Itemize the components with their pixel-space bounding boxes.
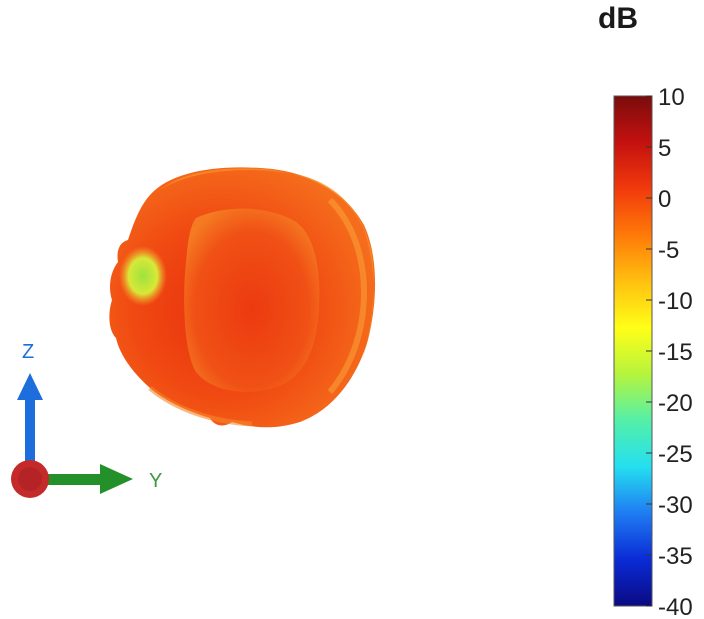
y-axis-arrowhead [100, 464, 133, 494]
colorbar-tick-label: -10 [658, 288, 693, 315]
z-axis-label: Z [22, 341, 34, 363]
pattern-low-gain-region [119, 246, 167, 306]
z-axis-arrowhead [17, 373, 43, 400]
pattern-side-ridge [327, 197, 368, 394]
x-axis-sphere-shade [18, 467, 42, 491]
pattern-front-lobe [184, 208, 320, 392]
z-axis-shaft [25, 398, 35, 464]
colorbar-unit-title: dB [598, 2, 638, 35]
colorbar-tick-label: -15 [658, 339, 693, 366]
colorbar: 10 5 0 -5 -10 -15 -20 -25 -30 -35 -40 [613, 84, 693, 619]
axes-triad: ZY [11, 341, 162, 498]
colorbar-tick-label: -35 [658, 543, 693, 570]
y-axis-label: Y [149, 470, 162, 492]
colorbar-tick-label: 10 [658, 84, 685, 111]
colorbar-tick-label: 0 [658, 186, 671, 213]
colorbar-tick-label: -30 [658, 492, 693, 519]
colorbar-gradient [613, 95, 653, 607]
colorbar-tick-label: -20 [658, 390, 693, 417]
colorbar-tick-label: -25 [658, 441, 693, 468]
y-axis-shaft [44, 474, 102, 485]
colorbar-tick-label: -5 [658, 237, 679, 264]
radiation-pattern-surface [109, 167, 376, 428]
colorbar-tick-label: -40 [658, 594, 693, 619]
colorbar-tick-label: 5 [658, 135, 671, 162]
pattern-bottom-fold [148, 386, 253, 427]
